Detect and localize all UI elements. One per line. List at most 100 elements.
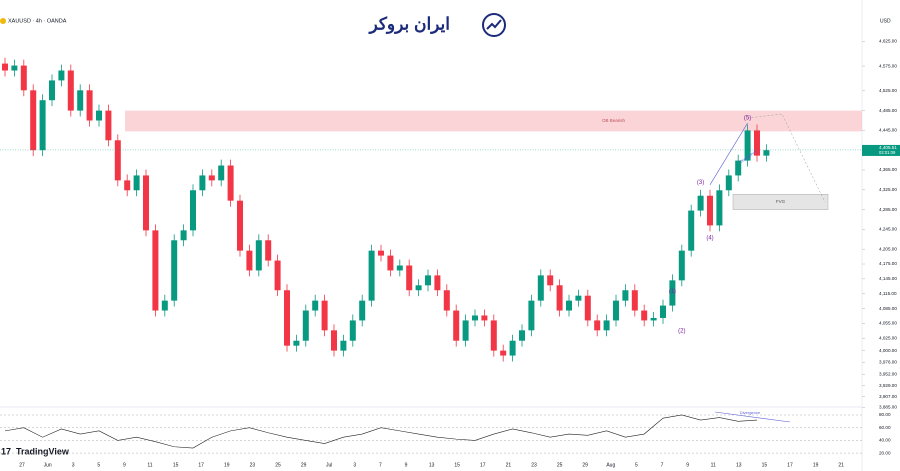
x-tick-label: 3 bbox=[72, 462, 75, 468]
candle-body bbox=[528, 300, 535, 331]
y-tick-label: 3,976.00 bbox=[879, 360, 897, 365]
candle-body bbox=[199, 175, 206, 191]
rsi-tick-label: 20.00 bbox=[879, 450, 891, 455]
brand-logo: ایران بروکر bbox=[367, 14, 450, 34]
y-tick-label: 4,445.00 bbox=[879, 128, 897, 133]
candle-body bbox=[594, 320, 601, 331]
candle-body bbox=[2, 63, 8, 71]
candle-body bbox=[415, 285, 422, 291]
candle-body bbox=[500, 350, 507, 356]
candle-body bbox=[161, 300, 168, 311]
candle-body bbox=[547, 275, 554, 286]
candle-body bbox=[490, 320, 497, 351]
candle-body bbox=[340, 340, 347, 351]
candle-body bbox=[472, 315, 478, 321]
x-tick-label: 19 bbox=[224, 462, 230, 468]
candle-body bbox=[688, 210, 695, 251]
y-tick-label: 4,285.00 bbox=[879, 207, 897, 212]
candle-body bbox=[434, 275, 441, 291]
y-tick-label: 4,115.00 bbox=[879, 291, 897, 296]
x-tick-label: 27 bbox=[19, 462, 25, 468]
symbol-icon bbox=[0, 18, 6, 24]
candle-body bbox=[190, 190, 196, 231]
y-tick-label: 4,525.00 bbox=[879, 88, 897, 93]
candle-body bbox=[697, 195, 704, 211]
candle-body bbox=[481, 315, 488, 321]
y-tick-label: 4,365.00 bbox=[879, 167, 897, 172]
x-tick-label: 23 bbox=[250, 462, 256, 468]
x-tick-label: 11 bbox=[147, 462, 152, 468]
y-tick-label: 4,485.00 bbox=[879, 108, 897, 113]
x-tick-label: 5 bbox=[635, 462, 638, 468]
candle-body bbox=[462, 320, 469, 341]
candle-body bbox=[707, 195, 713, 226]
y-tick-label: 3,952.00 bbox=[879, 372, 897, 377]
y-tick-label: 4,000.00 bbox=[879, 348, 897, 353]
y-tick-label: 4,145.00 bbox=[879, 276, 897, 281]
candle-body bbox=[274, 260, 281, 291]
zone-label: OB Bearish bbox=[602, 118, 626, 123]
candle-body bbox=[725, 175, 732, 191]
candle-body bbox=[49, 80, 55, 101]
candle-body bbox=[613, 300, 619, 321]
watermark-icon: 17 bbox=[1, 446, 11, 456]
y-tick-label: 3,929.00 bbox=[879, 383, 897, 388]
candle-body bbox=[425, 275, 431, 286]
last-price-label: 4,405.51 bbox=[879, 145, 897, 150]
x-tick-label: 29 bbox=[582, 462, 588, 468]
candle-body bbox=[584, 295, 591, 321]
x-tick-label: 9 bbox=[123, 462, 126, 468]
x-tick-label: Aug bbox=[606, 462, 615, 468]
candle-body bbox=[77, 90, 84, 111]
candle-body bbox=[171, 240, 178, 301]
candle-body bbox=[669, 280, 676, 306]
rsi-line bbox=[4, 414, 758, 449]
candle-body bbox=[406, 265, 413, 291]
x-tick-label: 19 bbox=[813, 462, 819, 468]
candle-body bbox=[678, 250, 685, 281]
candle-body bbox=[312, 300, 319, 311]
x-tick-label: 15 bbox=[454, 462, 460, 468]
x-tick-label: 25 bbox=[275, 462, 281, 468]
candle-body bbox=[631, 290, 638, 311]
candle-body bbox=[378, 250, 384, 256]
candle-body bbox=[227, 165, 234, 201]
last-price-box bbox=[862, 144, 900, 156]
candle-body bbox=[58, 70, 65, 81]
candle-body bbox=[575, 295, 582, 301]
candle-body bbox=[368, 250, 375, 301]
x-tick-label: 15 bbox=[173, 462, 179, 468]
candle-body bbox=[509, 340, 516, 356]
rsi-tick-label: 40.00 bbox=[879, 438, 891, 443]
candle-body bbox=[265, 240, 272, 261]
wave-label: (4) bbox=[706, 235, 713, 241]
candle-body bbox=[124, 180, 131, 191]
zone-label: FVG bbox=[776, 199, 786, 204]
y-tick-label: 4,175.00 bbox=[879, 261, 897, 266]
x-tick-label: 5 bbox=[97, 462, 100, 468]
x-tick-label: 23 bbox=[531, 462, 537, 468]
watermark: TradingView bbox=[16, 446, 70, 456]
wave-label: (5) bbox=[744, 116, 751, 122]
candle-body bbox=[622, 290, 629, 301]
x-tick-label: 17 bbox=[480, 462, 486, 468]
rsi-divergence-label: Divergence bbox=[740, 410, 761, 415]
rsi-tick-label: 80.00 bbox=[879, 412, 891, 417]
y-tick-label: 4,575.00 bbox=[879, 63, 897, 68]
candle-body bbox=[754, 130, 760, 156]
candle-body bbox=[30, 90, 37, 151]
candle-body bbox=[218, 165, 225, 181]
x-tick-label: 21 bbox=[838, 462, 844, 468]
y-tick-label: 4,205.00 bbox=[879, 246, 897, 251]
candle-body bbox=[39, 100, 46, 151]
candle-body bbox=[96, 110, 102, 121]
rsi-divergence-line bbox=[714, 411, 791, 423]
candle-body bbox=[321, 300, 328, 331]
candle-body bbox=[603, 320, 610, 331]
candle-body bbox=[11, 65, 18, 71]
candle-body bbox=[359, 300, 366, 321]
candle-body bbox=[556, 285, 563, 311]
candle-body bbox=[650, 317, 657, 321]
y-tick-label: 4,025.00 bbox=[879, 335, 897, 340]
x-tick-label: 13 bbox=[736, 462, 742, 468]
